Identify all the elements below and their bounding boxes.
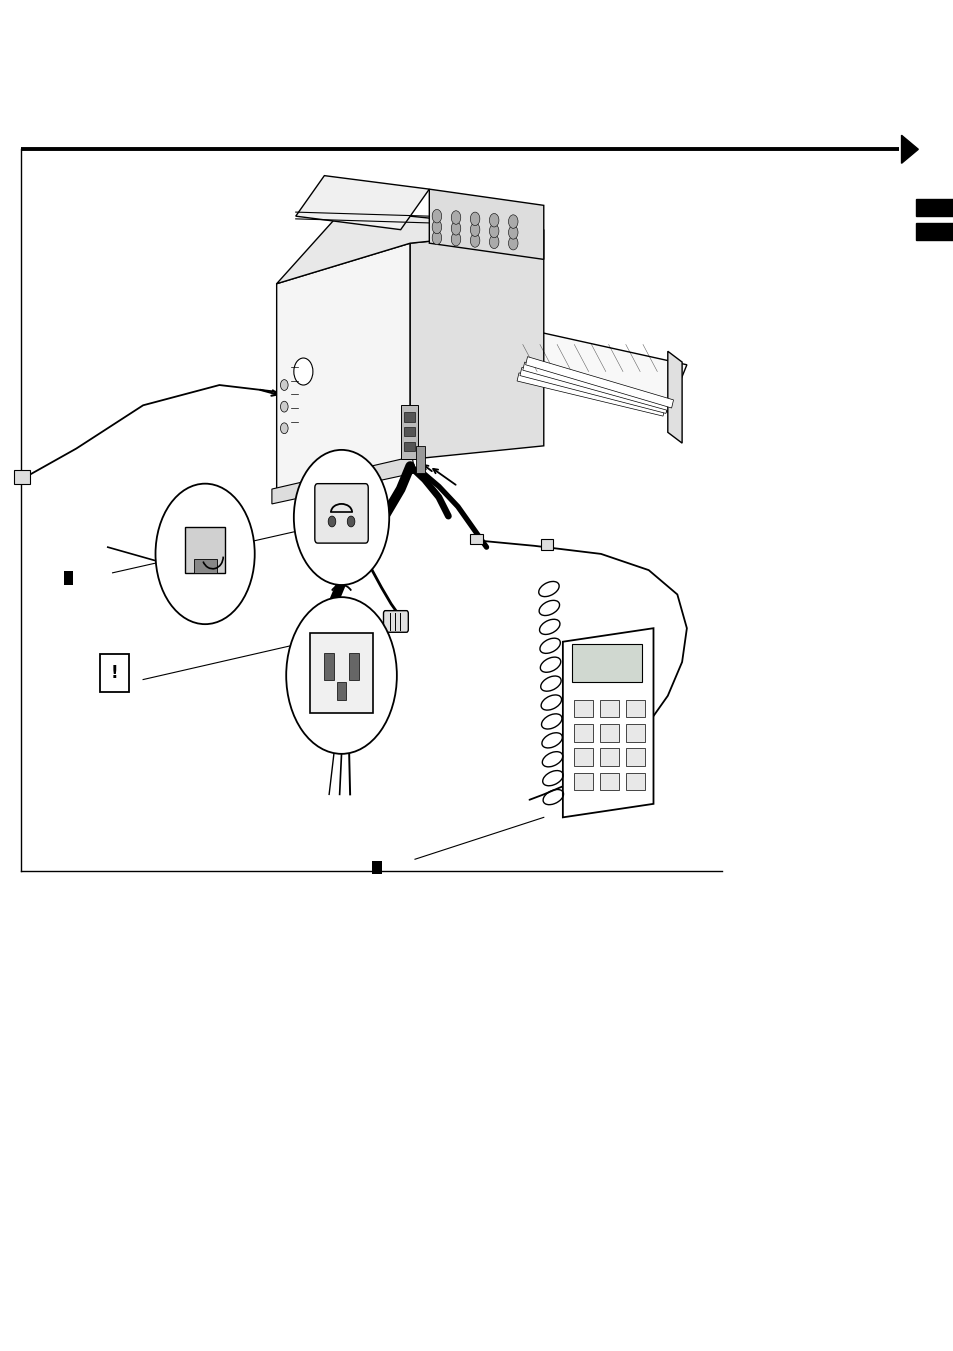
Circle shape [508, 226, 517, 239]
Text: !: ! [111, 663, 118, 682]
Polygon shape [276, 243, 410, 500]
FancyBboxPatch shape [383, 611, 408, 632]
Circle shape [155, 484, 254, 624]
Circle shape [489, 235, 498, 249]
Circle shape [470, 212, 479, 226]
Circle shape [508, 215, 517, 228]
Polygon shape [525, 357, 673, 408]
Bar [574, 773, 593, 790]
Bar [324, 653, 334, 680]
Bar [625, 748, 644, 766]
Circle shape [451, 222, 460, 235]
Bar [336, 682, 346, 700]
Bar [599, 748, 618, 766]
Bar [470, 534, 482, 544]
Polygon shape [667, 351, 681, 443]
Bar [403, 442, 415, 451]
Polygon shape [519, 367, 667, 413]
Bar [193, 559, 216, 573]
FancyBboxPatch shape [310, 634, 373, 713]
Circle shape [451, 232, 460, 246]
Circle shape [470, 223, 479, 236]
Bar [400, 405, 417, 459]
Polygon shape [517, 373, 664, 416]
Circle shape [508, 236, 517, 250]
Bar [372, 861, 381, 874]
Polygon shape [562, 628, 653, 817]
Bar [599, 773, 618, 790]
Polygon shape [522, 362, 670, 411]
Bar [599, 724, 618, 742]
Polygon shape [515, 331, 686, 412]
Bar [64, 571, 73, 585]
Bar [915, 199, 953, 216]
FancyBboxPatch shape [185, 527, 225, 573]
Polygon shape [429, 189, 543, 259]
Circle shape [286, 597, 396, 754]
Bar [599, 700, 618, 717]
Bar [625, 700, 644, 717]
Bar [915, 223, 953, 240]
Bar [574, 724, 593, 742]
Bar [14, 470, 30, 484]
Bar [572, 644, 641, 682]
Circle shape [470, 234, 479, 247]
Circle shape [280, 380, 288, 390]
Bar [625, 773, 644, 790]
Circle shape [280, 401, 288, 412]
Circle shape [489, 213, 498, 227]
Polygon shape [410, 230, 543, 459]
Circle shape [347, 516, 355, 527]
Bar [574, 748, 593, 766]
Bar [100, 654, 129, 692]
Circle shape [432, 220, 441, 234]
Bar [349, 653, 358, 680]
Circle shape [489, 224, 498, 238]
Circle shape [328, 516, 335, 527]
Circle shape [294, 358, 313, 385]
Polygon shape [276, 209, 543, 284]
Polygon shape [272, 457, 415, 504]
Polygon shape [901, 135, 918, 163]
Circle shape [432, 209, 441, 223]
Bar [416, 446, 425, 473]
Bar [403, 412, 415, 422]
FancyBboxPatch shape [314, 484, 368, 543]
Circle shape [294, 450, 389, 585]
Bar [540, 539, 553, 550]
Circle shape [451, 211, 460, 224]
Circle shape [280, 423, 288, 434]
Circle shape [432, 231, 441, 245]
Bar [403, 427, 415, 436]
Bar [574, 700, 593, 717]
Bar [625, 724, 644, 742]
Polygon shape [295, 176, 429, 230]
